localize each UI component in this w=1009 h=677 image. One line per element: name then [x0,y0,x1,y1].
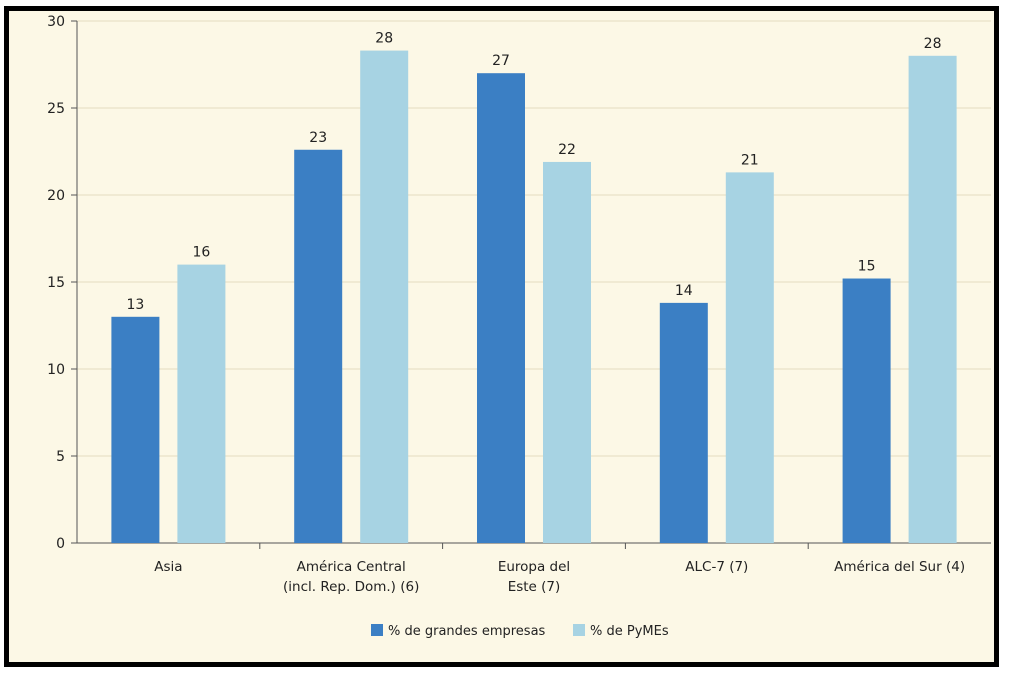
data-label: 14 [675,283,693,299]
bar [294,149,343,543]
legend-swatch [573,624,585,636]
x-tick-label: Europa del [498,559,570,575]
x-tick-label: América Central [297,559,406,575]
y-tick-label: 20 [47,188,65,204]
bar [842,278,891,543]
y-tick-label: 5 [56,449,65,465]
y-tick-label: 30 [47,14,65,30]
y-tick-label: 10 [47,362,65,378]
bar [908,55,957,544]
data-label: 16 [192,245,210,261]
legend-label: % de PyMEs [590,624,669,639]
x-tick-label: (incl. Rep. Dom.) (6) [283,579,419,595]
x-tick-label: América del Sur (4) [834,559,965,575]
data-label: 15 [858,259,876,275]
data-label: 22 [558,142,576,158]
bar [659,302,708,543]
y-tick-label: 15 [47,275,65,291]
y-tick-label: 25 [47,101,65,117]
bar [543,161,591,543]
data-label: 13 [126,297,144,313]
bar [177,264,226,543]
x-tick-label: Asia [154,559,182,575]
y-tick-label: 0 [56,536,65,552]
legend-label: % de grandes empresas [388,624,546,639]
chart-frame: 0 5 10 15 20 25 30 13 16 Asia 23 28 América Central (… [4,6,999,667]
x-tick-label: ALC-7 (7) [685,559,748,575]
x-tick-label: Este (7) [508,579,561,595]
data-label: 23 [309,130,327,146]
legend-swatch [371,624,383,636]
data-label: 27 [492,53,510,69]
bar [725,172,774,543]
bar [477,73,525,543]
bar-chart: 0 5 10 15 20 25 30 13 16 Asia 23 28 América Central (… [47,14,991,639]
data-label: 28 [924,36,942,52]
data-label: 28 [375,31,393,47]
data-label: 21 [741,152,759,168]
bar [111,316,160,543]
bar [360,50,409,544]
